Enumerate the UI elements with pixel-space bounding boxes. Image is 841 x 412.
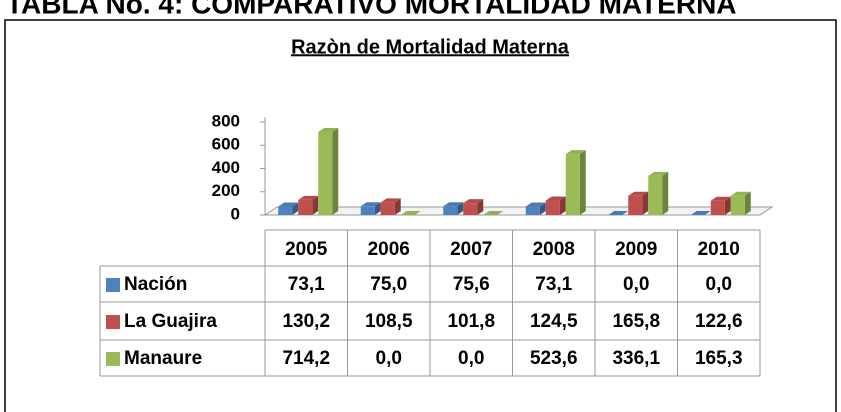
bar-top: [360, 202, 381, 207]
bar: [318, 131, 333, 215]
y-tick-label: 800: [212, 111, 240, 130]
legend-swatch: [106, 352, 120, 366]
data-label: 124,5: [530, 311, 578, 332]
x-tick-label: 2007: [450, 239, 492, 260]
chart-title: Razòn de Mortalidad Materna: [291, 36, 570, 58]
bar-top: [710, 196, 731, 201]
bar-top: [608, 211, 629, 215]
bar-top: [483, 211, 504, 215]
data-label: 0,0: [623, 274, 649, 295]
x-tick-label: 2010: [698, 239, 740, 260]
bar-top: [463, 199, 484, 204]
bar-top: [400, 211, 421, 215]
bar-side: [744, 191, 751, 215]
bar-side: [292, 202, 299, 215]
bar-top: [628, 191, 649, 196]
data-label: 165,3: [695, 348, 743, 369]
bar: [730, 195, 745, 215]
bar-top: [318, 127, 339, 132]
data-label: 122,6: [695, 311, 743, 332]
bar: [298, 199, 313, 215]
bar: [628, 195, 643, 215]
data-label: 73,1: [535, 274, 572, 295]
bar-top: [648, 171, 669, 176]
x-tick-label: 2005: [285, 239, 328, 260]
data-label: 0,0: [376, 348, 402, 369]
data-label: 75,0: [370, 274, 407, 295]
legend-swatch: [106, 315, 120, 329]
bar-side: [312, 195, 319, 215]
bar-side: [394, 198, 401, 215]
bar: [380, 202, 395, 215]
data-label: 130,2: [282, 311, 330, 332]
bar-top: [565, 150, 586, 155]
legend-label: Nación: [124, 274, 187, 295]
bar-side: [662, 171, 669, 215]
heading: TABLA No. 4: COMPARATIVO MORTALIDAD MATE…: [6, 0, 737, 19]
bar: [648, 175, 663, 215]
y-tick-label: 0: [231, 204, 240, 223]
y-tick-label: 200: [212, 181, 240, 200]
data-label: 0,0: [706, 274, 732, 295]
bar-side: [642, 191, 649, 215]
legend-label: La Guajira: [124, 311, 217, 332]
bar: [525, 206, 540, 215]
bar-side: [457, 202, 464, 215]
bar: [710, 200, 725, 215]
bar-top: [690, 211, 711, 215]
bar-top: [298, 195, 319, 200]
bar-top: [278, 202, 299, 207]
y-tick-label: 400: [212, 158, 240, 177]
data-label: 0,0: [458, 348, 484, 369]
data-label: 101,8: [447, 311, 495, 332]
data-label: 108,5: [365, 311, 413, 332]
x-tick-label: 2008: [533, 239, 575, 260]
data-label: 75,6: [453, 274, 490, 295]
bar-side: [724, 196, 731, 215]
bar-side: [539, 202, 546, 215]
bar: [360, 206, 375, 215]
bar-top: [443, 202, 464, 207]
data-label: 73,1: [288, 274, 325, 295]
data-label: 165,8: [612, 311, 660, 332]
bar-side: [559, 196, 566, 215]
bar-side: [579, 150, 586, 215]
frame: [4, 19, 837, 412]
data-label: 714,2: [282, 348, 330, 369]
bar: [443, 206, 458, 215]
bar: [565, 154, 580, 215]
x-tick-label: 2006: [368, 239, 410, 260]
data-label: 336,1: [612, 348, 660, 369]
bar-side: [477, 199, 484, 215]
bar-top: [545, 196, 566, 201]
bar-side: [332, 127, 339, 215]
bar-side: [374, 202, 381, 215]
data-label: 523,6: [530, 348, 578, 369]
bar-top: [525, 202, 546, 207]
legend-label: Manaure: [124, 348, 202, 369]
bar-top: [380, 198, 401, 203]
bar: [545, 200, 560, 215]
bar: [463, 203, 478, 215]
legend-swatch: [106, 278, 120, 292]
x-tick-label: 2009: [615, 239, 657, 260]
bar-top: [730, 191, 751, 196]
y-tick-label: 600: [212, 135, 240, 154]
bar: [278, 206, 293, 215]
